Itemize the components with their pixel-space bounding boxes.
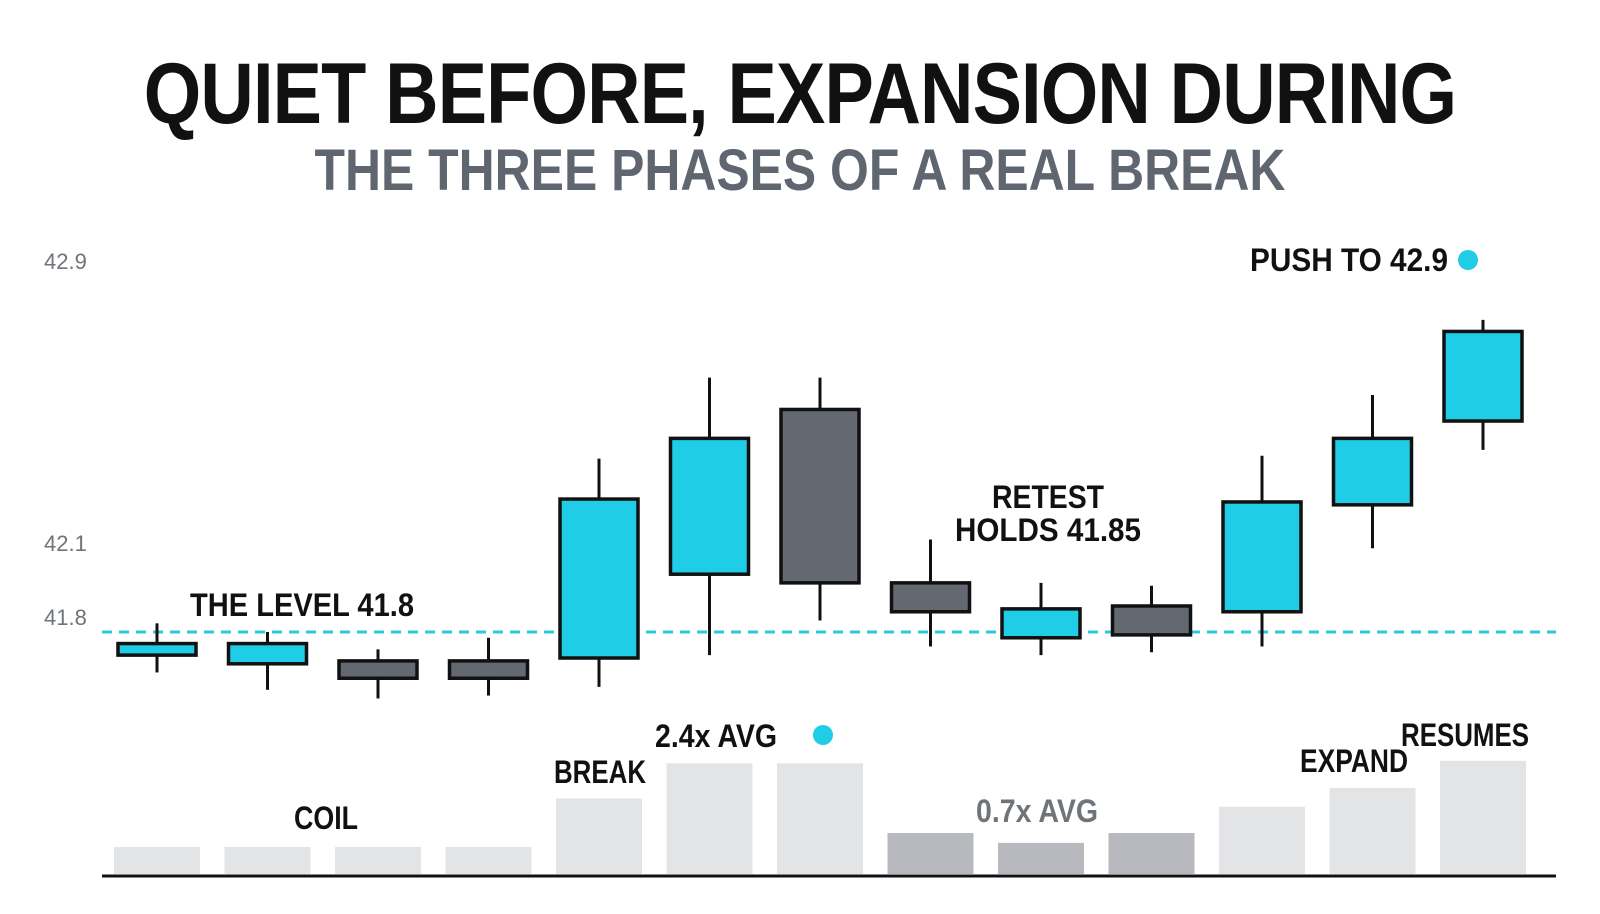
candle-body: [779, 407, 861, 585]
candle: [558, 458, 640, 687]
chart-title: QUIET BEFORE, EXPANSION DURING: [143, 46, 1457, 142]
candle: [1000, 582, 1082, 656]
chart-subtitle: THE THREE PHASES OF A REAL BREAK: [314, 138, 1286, 203]
candle-body: [889, 581, 972, 614]
volume-bar: [998, 842, 1084, 874]
y-tick-label: 41.8: [44, 605, 87, 630]
volume-avg-low-label: 0.7x AVG: [976, 793, 1098, 829]
volume-marker-dot: [813, 725, 833, 745]
level-annotation: THE LEVEL 41.8: [190, 587, 414, 623]
volume-bar: [1440, 760, 1526, 874]
candle: [668, 377, 751, 656]
volume-bar: [1329, 787, 1416, 874]
y-tick-label: 42.9: [44, 249, 87, 274]
volume-bar: [224, 846, 311, 874]
expand-label: EXPAND: [1300, 743, 1408, 779]
candle: [116, 623, 198, 673]
volume-bar: [1108, 833, 1195, 874]
candle-body: [1110, 604, 1193, 637]
candle-body: [558, 497, 640, 660]
candle-body: [668, 436, 751, 576]
candle: [889, 539, 972, 647]
candle-body: [447, 659, 530, 680]
candle: [1221, 455, 1303, 647]
volume-avg-high-label: 2.4x AVG: [655, 718, 777, 754]
candle-body: [1000, 607, 1082, 640]
volume-bar: [114, 846, 200, 874]
volume-bar: [445, 846, 532, 874]
volume-bar: [666, 763, 753, 874]
retest-annotation-line1: RETEST: [992, 479, 1104, 515]
candle-body: [1221, 500, 1303, 614]
candle: [1442, 319, 1524, 450]
retest-annotation-line2: HOLDS 41.85: [955, 512, 1141, 548]
candle-body: [1331, 436, 1414, 507]
volume-bar: [335, 846, 421, 874]
candle: [337, 649, 419, 699]
candle: [1110, 585, 1193, 653]
candle-body: [337, 659, 419, 680]
resumes-label: RESUMES: [1401, 717, 1529, 753]
coil-label: COIL: [294, 800, 358, 836]
candle: [447, 637, 530, 696]
volume-bar: [1219, 806, 1305, 874]
candle: [779, 377, 861, 621]
candle-body: [116, 641, 198, 657]
break-label: BREAK: [554, 754, 646, 790]
push-marker-dot: [1458, 250, 1478, 270]
candle-body: [1442, 329, 1524, 423]
y-tick-label: 42.1: [44, 531, 87, 556]
volume-bar: [887, 833, 974, 874]
volume-bar: [777, 763, 863, 874]
volume-bar: [556, 798, 642, 874]
candle: [1331, 395, 1414, 549]
push-annotation: PUSH TO 42.9: [1250, 242, 1448, 278]
candle-body: [226, 641, 309, 666]
candle: [226, 632, 309, 690]
